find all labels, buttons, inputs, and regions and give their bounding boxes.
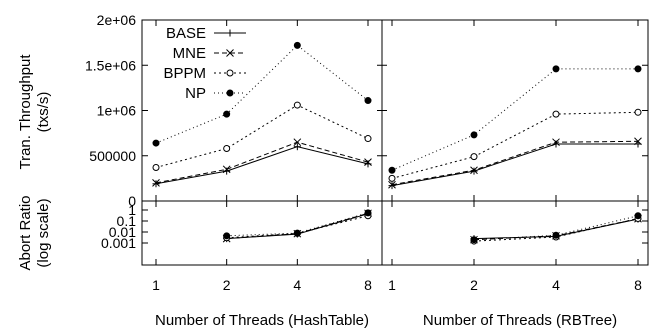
abort-panel-hashtable — [141, 200, 383, 266]
legend-marker-bppm — [226, 69, 234, 77]
series-line-p1-bppm — [391, 111, 639, 179]
throughput-ylabel: Tran. Throughput (txs/s) — [17, 54, 52, 170]
abort-panel-rbtree — [381, 200, 649, 266]
series-point-p0-bppm-0 — [152, 164, 160, 172]
ytick-label-0-3: 1.5e+06 — [85, 57, 136, 73]
series-point-p3-np-1 — [552, 231, 560, 239]
series-point-p0-mne-2-b — [293, 138, 302, 147]
abort-ylabel-line2: (log scale) — [35, 198, 52, 267]
xtick-label-2-2: 4 — [293, 277, 301, 293]
series-point-p1-bppm-0 — [388, 174, 396, 182]
series-point-p0-bppm-2 — [293, 101, 301, 109]
throughput-panel-rbtree — [381, 19, 649, 202]
series-point-p1-bppm-1 — [470, 153, 478, 161]
legend-label-np: NP — [185, 85, 206, 102]
xtick-label-3-1: 2 — [470, 277, 478, 293]
ytick-label-2-3: 1 — [128, 202, 136, 218]
xtick-label-3-3: 8 — [634, 277, 642, 293]
series-point-p1-mne-1-b — [470, 166, 478, 175]
series-line-p1-base — [391, 143, 638, 187]
series-point-p1-np-2 — [552, 65, 560, 73]
ytick-label-2-1: 0.01 — [109, 224, 136, 240]
xtick-label-3-0: 1 — [388, 277, 396, 293]
xtick-label-2-0: 1 — [152, 277, 160, 293]
plot-frame-throughput-rbtree — [381, 19, 649, 202]
legend-marker-mne-b — [226, 49, 234, 57]
series-point-p1-np-3 — [634, 65, 642, 73]
series-line-p0-mne — [155, 141, 369, 184]
throughput-ylabel-line2: (txs/s) — [35, 92, 52, 133]
series-point-p0-bppm-3 — [364, 135, 372, 143]
series-line-p1-np — [391, 68, 638, 171]
series-point-p1-mne-2-b — [552, 138, 560, 147]
series-point-p0-np-0 — [152, 139, 160, 147]
legend-label-bppm: BPPM — [163, 65, 206, 82]
ytick-label-0-0: 0 — [128, 193, 136, 209]
series-point-p2-np-2 — [364, 209, 372, 217]
legend-label-mne: MNE — [173, 45, 206, 62]
series-point-p1-np-0 — [388, 166, 396, 174]
legend-label-base: BASE — [166, 25, 206, 42]
abort-ylabel: Abort Ratio (log scale) — [17, 195, 52, 270]
series-point-p0-np-1 — [223, 110, 231, 118]
series-point-p1-mne-0-b — [388, 180, 396, 189]
series-point-p1-np-1 — [470, 131, 478, 139]
abort-ylabel-line1: Abort Ratio — [17, 195, 34, 270]
legend: BASE MNE BPPM NP — [163, 25, 246, 102]
plot-frame-abort-rbtree — [381, 200, 649, 266]
xtick-label-3-2: 4 — [552, 277, 560, 293]
series-point-p3-np-2 — [634, 212, 642, 220]
xlabel-hashtable: Number of Threads (HashTable) — [155, 312, 369, 329]
series-point-p2-np-1 — [293, 229, 301, 237]
series-point-p1-bppm-2 — [552, 110, 560, 118]
series-line-p0-bppm — [155, 104, 369, 168]
series-point-p0-bppm-1 — [223, 145, 231, 153]
series-point-p3-np-0 — [470, 236, 478, 244]
xlabel-rbtree: Number of Threads (RBTree) — [423, 312, 617, 329]
ytick-label-2-2: 0.1 — [117, 213, 137, 229]
series-point-p1-mne-3-b — [634, 137, 642, 146]
series-point-p2-np-0 — [223, 232, 231, 240]
xtick-label-2-3: 8 — [364, 277, 372, 293]
series-point-p1-bppm-3 — [634, 108, 642, 116]
series-line-p0-base — [155, 146, 369, 185]
legend-marker-np — [226, 89, 234, 97]
series-point-p0-np-2 — [293, 41, 301, 49]
plot-frame-abort-hashtable — [141, 200, 383, 266]
series-line-p1-mne — [391, 140, 639, 186]
series-point-p0-mne-3-b — [364, 158, 372, 166]
xtick-label-2-1: 2 — [223, 277, 231, 293]
ytick-label-0-2: 1e+06 — [97, 103, 137, 119]
series-point-p0-np-3 — [364, 97, 372, 105]
ytick-label-0-4: 2e+06 — [97, 12, 137, 28]
ytick-label-0-1: 500000 — [89, 148, 136, 164]
series-point-p0-mne-1-b — [222, 165, 231, 174]
throughput-ylabel-line1: Tran. Throughput — [17, 54, 34, 170]
series-point-p0-mne-0-b — [152, 179, 160, 187]
series-layer — [152, 41, 642, 245]
ytick-label-2-0: 0.001 — [101, 235, 136, 251]
